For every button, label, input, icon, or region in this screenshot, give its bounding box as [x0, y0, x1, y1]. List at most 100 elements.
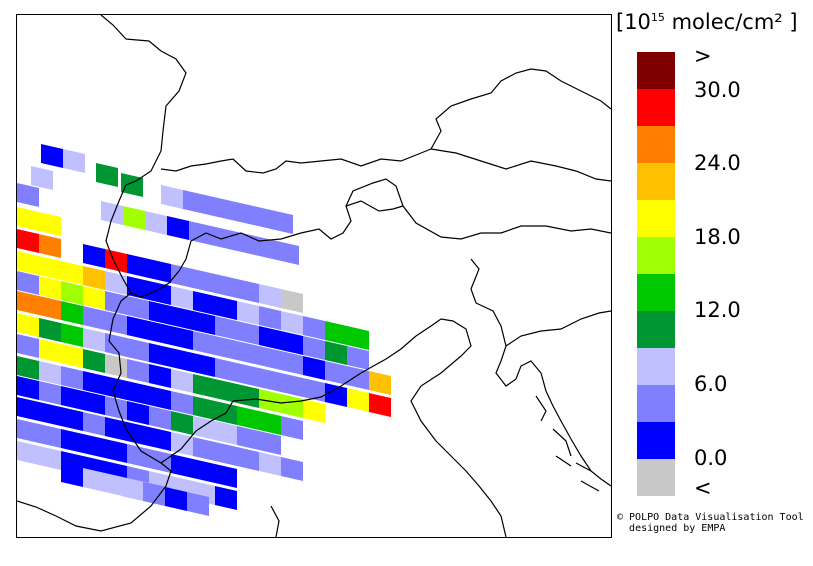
data-pixel	[281, 416, 303, 440]
legend-over-label: >	[694, 44, 712, 68]
data-pixel	[165, 487, 187, 511]
data-pixel	[237, 447, 259, 471]
data-pixel	[171, 391, 193, 415]
data-pixel	[105, 333, 127, 357]
data-pixel	[61, 366, 83, 390]
border-austria-czech	[430, 148, 611, 182]
data-pixel	[193, 374, 215, 398]
legend-tick-6: 6.0	[694, 372, 728, 396]
data-pixel	[39, 424, 61, 448]
data-pixel	[171, 326, 193, 350]
border-italy-slovenia	[470, 258, 507, 347]
data-pixel	[143, 482, 165, 506]
data-pixel	[171, 369, 193, 393]
data-pixel	[105, 271, 127, 295]
data-pixel	[259, 346, 281, 370]
units-suffix: molec/cm² ]	[664, 10, 798, 34]
data-pixel	[39, 318, 61, 342]
data-pixel	[171, 411, 193, 435]
legend-swatch-2	[637, 126, 675, 163]
legend-tick-18: 18.0	[694, 225, 741, 249]
data-pixel	[121, 477, 143, 501]
data-pixel	[127, 401, 149, 425]
data-pixel	[17, 271, 39, 295]
data-pixel	[259, 284, 281, 308]
data-pixel	[127, 254, 149, 278]
legend-swatch-11	[637, 459, 675, 496]
legend-tick-24: 24.0	[694, 151, 741, 175]
data-pixel	[271, 210, 293, 234]
data-pixel	[149, 321, 171, 345]
data-pixel	[39, 361, 61, 385]
data-pixel	[193, 396, 215, 420]
data-pixel	[227, 200, 249, 224]
data-pixel	[215, 486, 237, 510]
data-pixel	[61, 344, 83, 368]
data-pixel	[347, 388, 369, 412]
data-pixel	[101, 201, 123, 225]
color-legend: > 30.0 24.0 18.0 12.0 6.0 0.0 <	[637, 46, 807, 500]
data-pixel	[189, 221, 211, 245]
data-pixel	[39, 256, 61, 280]
data-pixel	[96, 163, 118, 187]
data-pixel	[39, 402, 61, 426]
data-pixel	[281, 373, 303, 397]
data-pixel	[193, 269, 215, 293]
data-pixel	[39, 296, 61, 320]
data-pixel	[41, 144, 63, 168]
data-pixel	[149, 259, 171, 283]
data-pixel	[171, 348, 193, 372]
data-pixel	[193, 331, 215, 355]
data-pixel	[149, 281, 171, 305]
data-pixel	[187, 492, 209, 516]
units-exponent: 15	[650, 11, 665, 24]
data-pixel	[303, 356, 325, 380]
legend-swatch-4	[637, 200, 675, 237]
data-pixel	[215, 379, 237, 403]
data-pixel	[259, 431, 281, 455]
data-pixel	[83, 468, 105, 492]
coast-corsica	[270, 505, 280, 537]
coast-adriatic-italy	[232, 318, 507, 537]
data-pixel	[17, 441, 39, 465]
data-pixel	[61, 429, 83, 453]
legend-tick-30: 30.0	[694, 78, 741, 102]
data-pixel	[171, 286, 193, 310]
data-pixel	[171, 264, 193, 288]
data-pixel	[83, 286, 105, 310]
map-panel	[16, 14, 612, 538]
data-pixel	[17, 251, 39, 275]
data-pixel	[83, 328, 105, 352]
data-pixel	[281, 331, 303, 355]
data-pixel	[127, 338, 149, 362]
satellite-pixels	[17, 144, 391, 516]
data-pixel	[369, 371, 391, 395]
data-pixel	[17, 313, 39, 337]
data-pixel	[63, 149, 85, 173]
border-slovenia-croatia	[505, 310, 611, 347]
coast-liguria	[160, 400, 234, 464]
legend-swatch-5	[637, 237, 675, 274]
data-pixel	[347, 346, 369, 370]
legend-under-label: <	[694, 476, 712, 500]
data-pixel	[145, 211, 167, 235]
data-pixel	[237, 406, 259, 430]
data-pixel	[83, 391, 105, 415]
data-pixel	[149, 301, 171, 325]
credit-line-1: © POLPO Data Visualisation Tool	[617, 512, 804, 523]
data-pixel	[17, 419, 39, 443]
data-pixel	[31, 166, 53, 190]
legend-tick-12: 12.0	[694, 298, 741, 322]
data-pixel	[83, 266, 105, 290]
data-pixel	[211, 226, 233, 250]
data-pixel	[17, 291, 39, 315]
data-pixel	[39, 446, 61, 470]
data-pixel	[237, 384, 259, 408]
data-pixel	[215, 421, 237, 445]
data-pixel	[215, 316, 237, 340]
data-pixel	[83, 244, 105, 268]
data-pixel	[303, 336, 325, 360]
data-pixel	[193, 459, 215, 483]
data-pixel	[17, 183, 39, 207]
data-pixel	[193, 437, 215, 461]
